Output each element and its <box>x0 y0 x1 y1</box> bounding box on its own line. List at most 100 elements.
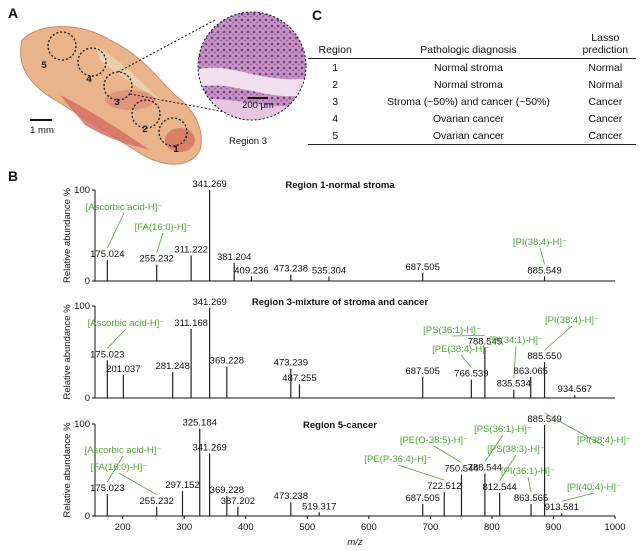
annotation: [PI(36:1)-H]⁻ <box>501 466 555 477</box>
annotation-leader <box>433 445 462 463</box>
table-cell: Normal <box>588 61 623 74</box>
annotation-leader <box>106 212 125 249</box>
tissue-photo <box>20 19 226 165</box>
results-table: Region Pathologic diagnosis Lasso predic… <box>308 30 636 145</box>
peak-label: 885.550 <box>527 351 561 362</box>
header-cell: Pathologic diagnosis <box>362 30 575 59</box>
peak-label: 341.269 <box>192 179 226 190</box>
peak-label: 687.505 <box>406 262 440 273</box>
peak-label: 788.545 <box>468 336 502 347</box>
peak-label: 255.232 <box>140 496 174 507</box>
annotation-leader <box>499 454 517 482</box>
peak-label: 175.023 <box>90 483 124 494</box>
chart-title: Region 3-mixture of stroma and cancer <box>252 297 429 308</box>
annotation: [PS(36:1)-H]⁻ <box>423 325 481 336</box>
peak-label: 473.238 <box>274 264 308 275</box>
x-tick-label: 400 <box>238 522 254 533</box>
annotation: [PI(38:4)-H]⁻ <box>545 315 599 326</box>
peak-label: 341.269 <box>192 297 226 308</box>
peak-label: 201.037 <box>106 364 140 375</box>
annotation: [FA(16:0)-H]⁻ <box>135 222 192 233</box>
annotation-leader <box>460 354 472 368</box>
region-number: 4 <box>86 74 92 85</box>
table-cell: Ovarian cancer <box>432 112 505 125</box>
peak-label: 387.202 <box>221 496 255 507</box>
header-cell: Region <box>308 30 363 59</box>
region-number: 5 <box>41 60 47 71</box>
panel-label: A <box>8 5 18 21</box>
annotation-leader <box>539 247 545 265</box>
annotation-leader <box>513 345 517 378</box>
x-tick-label: 500 <box>299 522 315 533</box>
panel-label: B <box>8 168 18 184</box>
annotation-leader <box>561 492 595 502</box>
peak-label: 687.505 <box>406 366 440 377</box>
table-cell: 4 <box>332 112 339 125</box>
peak-label: 473.239 <box>274 358 308 369</box>
x-axis-label: m/z <box>347 537 363 548</box>
y-axis-label: Relative abundance % <box>62 187 73 283</box>
region-number: 3 <box>114 97 119 108</box>
table-cell: Cancer <box>588 112 623 125</box>
peak-label: 311.168 <box>174 318 208 329</box>
zoom-label: Region 3 <box>229 136 267 147</box>
region-number: 1 <box>173 144 179 155</box>
table-row: 3 Stroma (~50%) and cancer (~50%) Cancer <box>308 93 636 110</box>
table-cell: Stroma (~50%) and cancer (~50%) <box>387 95 550 108</box>
peak-label: 835.534 <box>497 379 531 390</box>
peak-label: 487.255 <box>282 373 316 384</box>
panel-label: C <box>312 7 322 23</box>
x-tick-label: 800 <box>484 522 500 533</box>
annotation: [PI(38:4)-H]⁻ <box>513 237 567 248</box>
annotation: [PE(P-36:4)-H]⁻ <box>364 454 431 465</box>
table-row: 5 Ovarian cancer Cancer <box>308 127 636 145</box>
annotation: [Ascorbic acid-H]⁻ <box>85 445 162 456</box>
x-tick-label: 700 <box>422 522 438 533</box>
chart-title: Region 5-cancer <box>303 420 377 431</box>
peak-label: 297.152 <box>165 480 199 491</box>
y-tick-label: 100 <box>74 301 90 312</box>
annotation: [PI(40:4)-H]⁻ <box>567 482 621 493</box>
table-cell: 5 <box>308 127 363 145</box>
peak-label: 175.024 <box>90 249 124 260</box>
table-cell: Normal stroma <box>434 61 503 74</box>
peak-label: 341.269 <box>192 442 226 453</box>
peak-label: 934.567 <box>558 384 592 395</box>
x-tick-label: 200 <box>115 522 131 533</box>
annotation: [PE(O-38:5)-H]⁻ <box>400 435 468 446</box>
annotation-leader <box>451 335 485 337</box>
peak-label: 409.236 <box>234 265 268 276</box>
table-cell: Ovarian cancer <box>362 127 575 145</box>
annotation-leader <box>544 325 573 351</box>
peak-label: 535.304 <box>312 265 346 276</box>
table-row: 4 Ovarian cancer Cancer <box>308 110 636 127</box>
annotation-leader <box>484 434 504 462</box>
region-number: 2 <box>142 124 147 135</box>
peak-label: 766.539 <box>454 369 488 380</box>
peak-label: 885.549 <box>527 414 561 425</box>
peak-label: 788.544 <box>468 463 502 474</box>
peak-label: 722.512 <box>427 481 461 492</box>
y-tick-label: 100 <box>74 419 90 430</box>
peak-label: 812.544 <box>482 482 516 493</box>
peak-label: 913.581 <box>545 502 579 513</box>
annotation: [PS(38:3)-H]⁻ <box>487 444 545 455</box>
peak-label: 255.232 <box>140 254 174 265</box>
table-cell: Cancer <box>588 95 623 108</box>
table-cell: 1 <box>332 61 339 74</box>
peak-label: 311.222 <box>174 245 208 256</box>
annotation-leader <box>107 328 127 349</box>
annotation: [PS(36:1)-H]⁻ <box>474 424 532 435</box>
header-cell: Lasso prediction <box>574 30 636 59</box>
annotation-leader <box>397 464 445 481</box>
peak-label: 885.549 <box>527 265 561 276</box>
table-cell: Normal stroma <box>434 78 503 91</box>
table-row: 1 Normal stroma Normal <box>308 59 636 77</box>
y-tick-label: 0 <box>85 511 90 522</box>
peak-label: 281.248 <box>156 361 190 372</box>
chart-title: Region 1-normal stroma <box>285 180 395 191</box>
x-tick-label: 600 <box>361 522 377 533</box>
annotation: [FA(16:0)-H]⁻ <box>91 462 148 473</box>
peak-label: 369.228 <box>210 485 244 496</box>
